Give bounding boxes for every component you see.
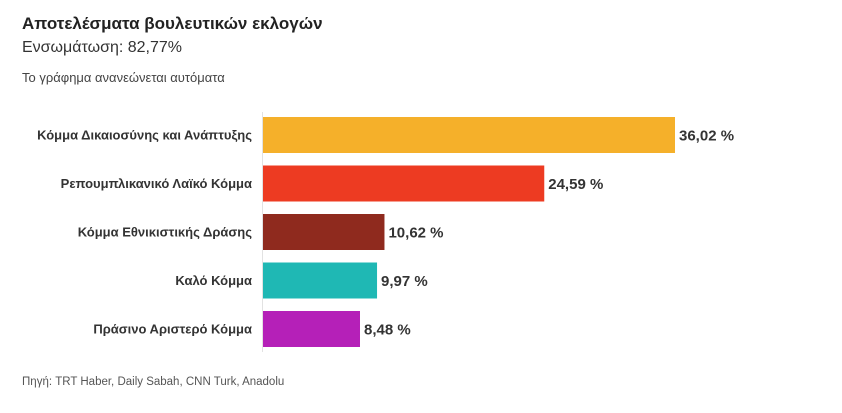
value-label: 9,97 % [381, 273, 428, 290]
bar[interactable] [263, 165, 545, 202]
bar[interactable] [263, 311, 360, 347]
source-note: Πηγή: TRT Haber, Daily Sabah, CNN Turk, … [22, 376, 285, 388]
value-label: 10,62 % [388, 225, 443, 242]
bar[interactable] [263, 117, 675, 153]
category-label: Καλό Κόμμα [175, 273, 252, 288]
category-label: Ρεπουμπλικανικό Λαϊκό Κόμμα [61, 176, 252, 191]
value-label: 36,02 % [679, 128, 734, 145]
category-label: Κόμμα Δικαιοσύνης και Ανάπτυξης [37, 128, 252, 143]
chart-subtitle: Ενσωμάτωση: 82,77% [22, 39, 183, 56]
bar[interactable] [263, 262, 378, 299]
chart-title: Αποτελέσματα βουλευτικών εκλογών [22, 14, 323, 33]
auto-update-note: Το γράφημα ανανεώνεται αυτόματα [22, 70, 225, 85]
category-label: Πράσινο Αριστερό Κόμμα [93, 322, 252, 337]
bar[interactable] [263, 214, 385, 250]
value-label: 24,59 % [548, 176, 603, 193]
category-label: Κόμμα Εθνικιστικής Δράσης [78, 225, 253, 240]
value-label: 8,48 % [364, 322, 411, 339]
